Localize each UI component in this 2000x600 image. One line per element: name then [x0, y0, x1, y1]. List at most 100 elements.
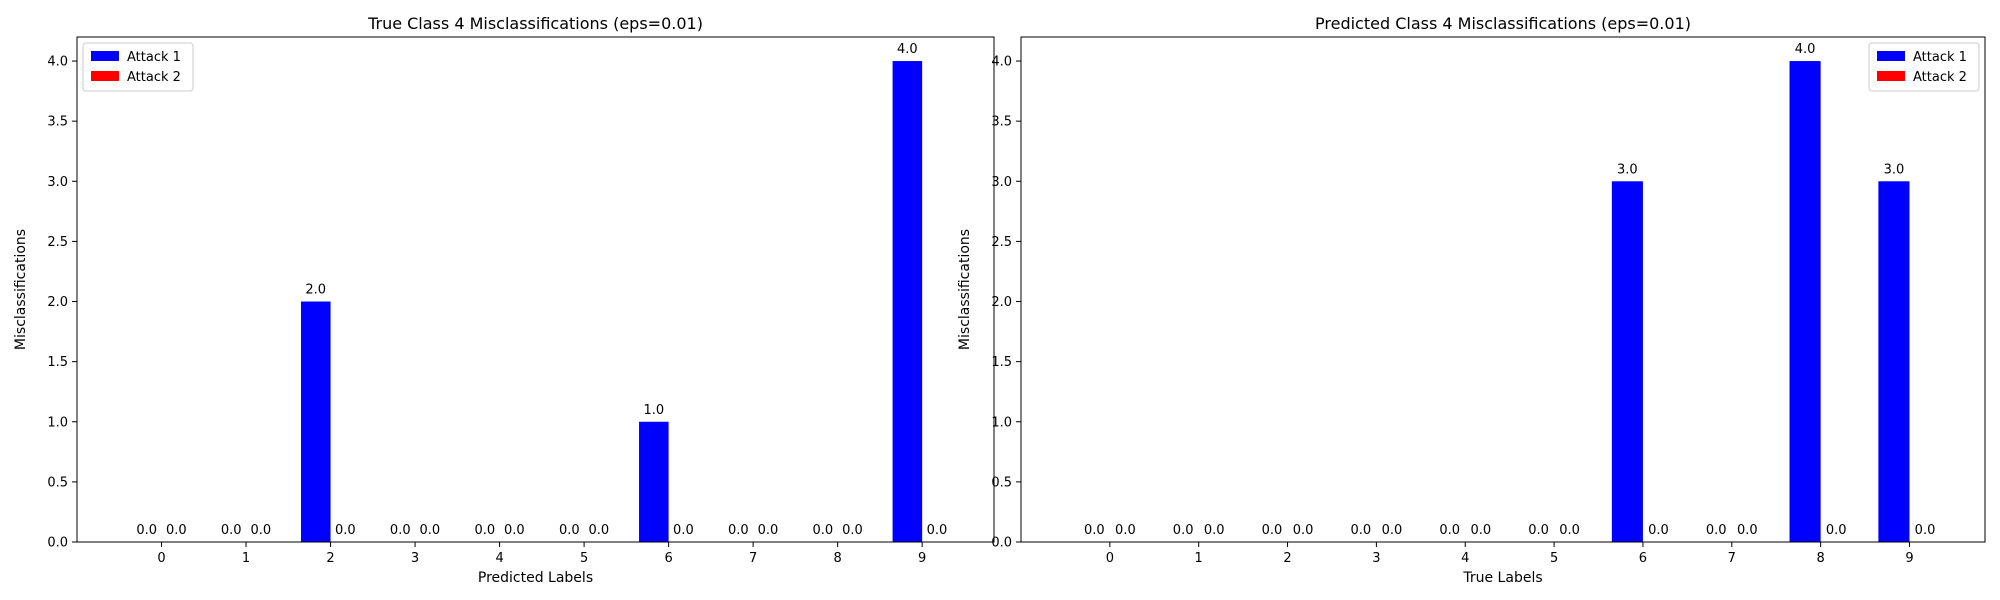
data-label: 0.0: [1204, 523, 1225, 538]
data-label: 0.0: [1648, 523, 1669, 538]
data-label: 1.0: [643, 403, 664, 418]
data-label: 0.0: [1293, 523, 1314, 538]
data-label: 0.0: [1350, 523, 1371, 538]
bar-attack-1-6: [1611, 181, 1643, 543]
y-tick-label: 0.5: [47, 475, 68, 490]
data-label: 4.0: [1795, 42, 1816, 57]
y-tick-label: 2.0: [47, 295, 68, 310]
data-label: 0.0: [1262, 523, 1283, 538]
data-label: 0.0: [1559, 523, 1580, 538]
axes-frame: [76, 36, 995, 543]
x-axis-label: Predicted Labels: [478, 570, 593, 586]
y-tick-label: 2.0: [991, 295, 1012, 310]
chart-1: 0.0 0.02.00.0 0.0 0.01.00.0 0.04.00.0 0.0 0.0 0…: [13, 14, 995, 586]
data-label: 0.0: [1084, 523, 1105, 538]
y-tick-label: 3.5: [991, 115, 1012, 130]
y-tick-label: 1.5: [991, 355, 1012, 370]
x-tick-label: 9: [918, 551, 926, 566]
x-tick-label: 9: [1905, 551, 1913, 566]
data-label: 0.0: [390, 523, 411, 538]
x-tick-label: 4: [495, 551, 503, 566]
data-label: 0.0: [221, 523, 242, 538]
legend: Attack 1 Attack 2: [82, 42, 194, 92]
bar-attack-1-6: [639, 421, 669, 542]
x-tick-label: 1: [242, 551, 250, 566]
y-tick-label: 4.0: [991, 55, 1012, 70]
y-tick-label: 2.5: [47, 235, 68, 250]
x-tick-label: 1: [1195, 551, 1203, 566]
data-label: 0.0: [813, 523, 834, 538]
chart-2: 0.0 0.0 0.0 0.0 0.0 0.03.00.04.03.00.0 0.0 0.0 0…: [957, 14, 1986, 586]
data-label: 0.0: [420, 523, 441, 538]
x-tick-label: 7: [749, 551, 757, 566]
data-label: 2.0: [305, 283, 326, 298]
legend-label: Attack 1: [127, 50, 181, 65]
data-label: 0.0: [1528, 523, 1549, 538]
data-label: 0.0: [1115, 523, 1136, 538]
x-tick-label: 5: [1550, 551, 1558, 566]
legend-label: Attack 2: [127, 70, 181, 85]
data-label: 0.0: [1915, 523, 1936, 538]
y-tick-label: 1.0: [47, 415, 68, 430]
y-axis-label: Misclassifications: [957, 229, 973, 350]
data-label: 0.0: [1173, 523, 1194, 538]
data-label: 0.0: [1706, 523, 1727, 538]
data-label: 0.0: [728, 523, 749, 538]
chart-title: Predicted Class 4 Misclassifications (ep…: [1315, 14, 1691, 33]
y-tick-label: 4.0: [47, 55, 68, 70]
legend-label: Attack 1: [1913, 50, 1967, 65]
y-tick-label: 0.0: [47, 536, 68, 551]
legend-swatch-attack-1: [1877, 51, 1905, 61]
x-tick-label: 3: [1372, 551, 1380, 566]
data-label: 0.0: [504, 523, 525, 538]
y-tick-label: 0.0: [991, 536, 1012, 551]
x-axis-label: True Labels: [1462, 570, 1542, 586]
data-label: 0.0: [1737, 523, 1758, 538]
x-tick-label: 6: [1639, 551, 1647, 566]
x-tick-label: 8: [834, 551, 842, 566]
legend: Attack 1 Attack 2: [1868, 42, 1980, 92]
bar-attack-1-9: [1878, 181, 1910, 543]
data-label: 3.0: [1617, 162, 1638, 177]
data-label: 0.0: [166, 523, 187, 538]
y-axis-label: Misclassifications: [13, 229, 29, 350]
chart-title: True Class 4 Misclassifications (eps=0.0…: [367, 14, 703, 33]
data-label: 0.0: [927, 523, 948, 538]
data-label: 0.0: [1826, 523, 1847, 538]
y-tick-label: 2.5: [991, 235, 1012, 250]
data-label: 4.0: [897, 42, 918, 57]
bar-attack-1-8: [1789, 61, 1821, 543]
data-label: 3.0: [1884, 162, 1905, 177]
data-label: 0.0: [250, 523, 271, 538]
bar-attack-1-2: [300, 301, 331, 542]
x-tick-label: 5: [580, 551, 588, 566]
y-tick-label: 0.5: [991, 475, 1012, 490]
data-label: 0.0: [559, 523, 580, 538]
x-tick-label: 0: [1106, 551, 1114, 566]
y-tick-label: 3.0: [991, 175, 1012, 190]
x-tick-label: 3: [411, 551, 419, 566]
data-label: 0.0: [474, 523, 495, 538]
axes-frame: [1020, 36, 1986, 543]
legend-swatch-attack-2: [1877, 71, 1905, 81]
y-tick-label: 3.5: [47, 115, 68, 130]
x-tick-label: 4: [1461, 551, 1469, 566]
data-label: 0.0: [1382, 523, 1403, 538]
data-label: 0.0: [335, 523, 356, 538]
data-label: 0.0: [842, 523, 863, 538]
data-label: 0.0: [1439, 523, 1460, 538]
data-label: 0.0: [1470, 523, 1491, 538]
x-tick-label: 2: [1283, 551, 1291, 566]
x-tick-label: 0: [157, 551, 165, 566]
legend-swatch-attack-2: [91, 71, 119, 81]
y-tick-label: 1.0: [991, 415, 1012, 430]
x-tick-label: 2: [326, 551, 334, 566]
legend-swatch-attack-1: [91, 51, 119, 61]
y-tick-label: 3.0: [47, 175, 68, 190]
data-label: 0.0: [758, 523, 779, 538]
x-tick-label: 7: [1728, 551, 1736, 566]
bar-attack-1-9: [892, 61, 923, 543]
x-tick-label: 8: [1816, 551, 1824, 566]
data-label: 0.0: [673, 523, 694, 538]
